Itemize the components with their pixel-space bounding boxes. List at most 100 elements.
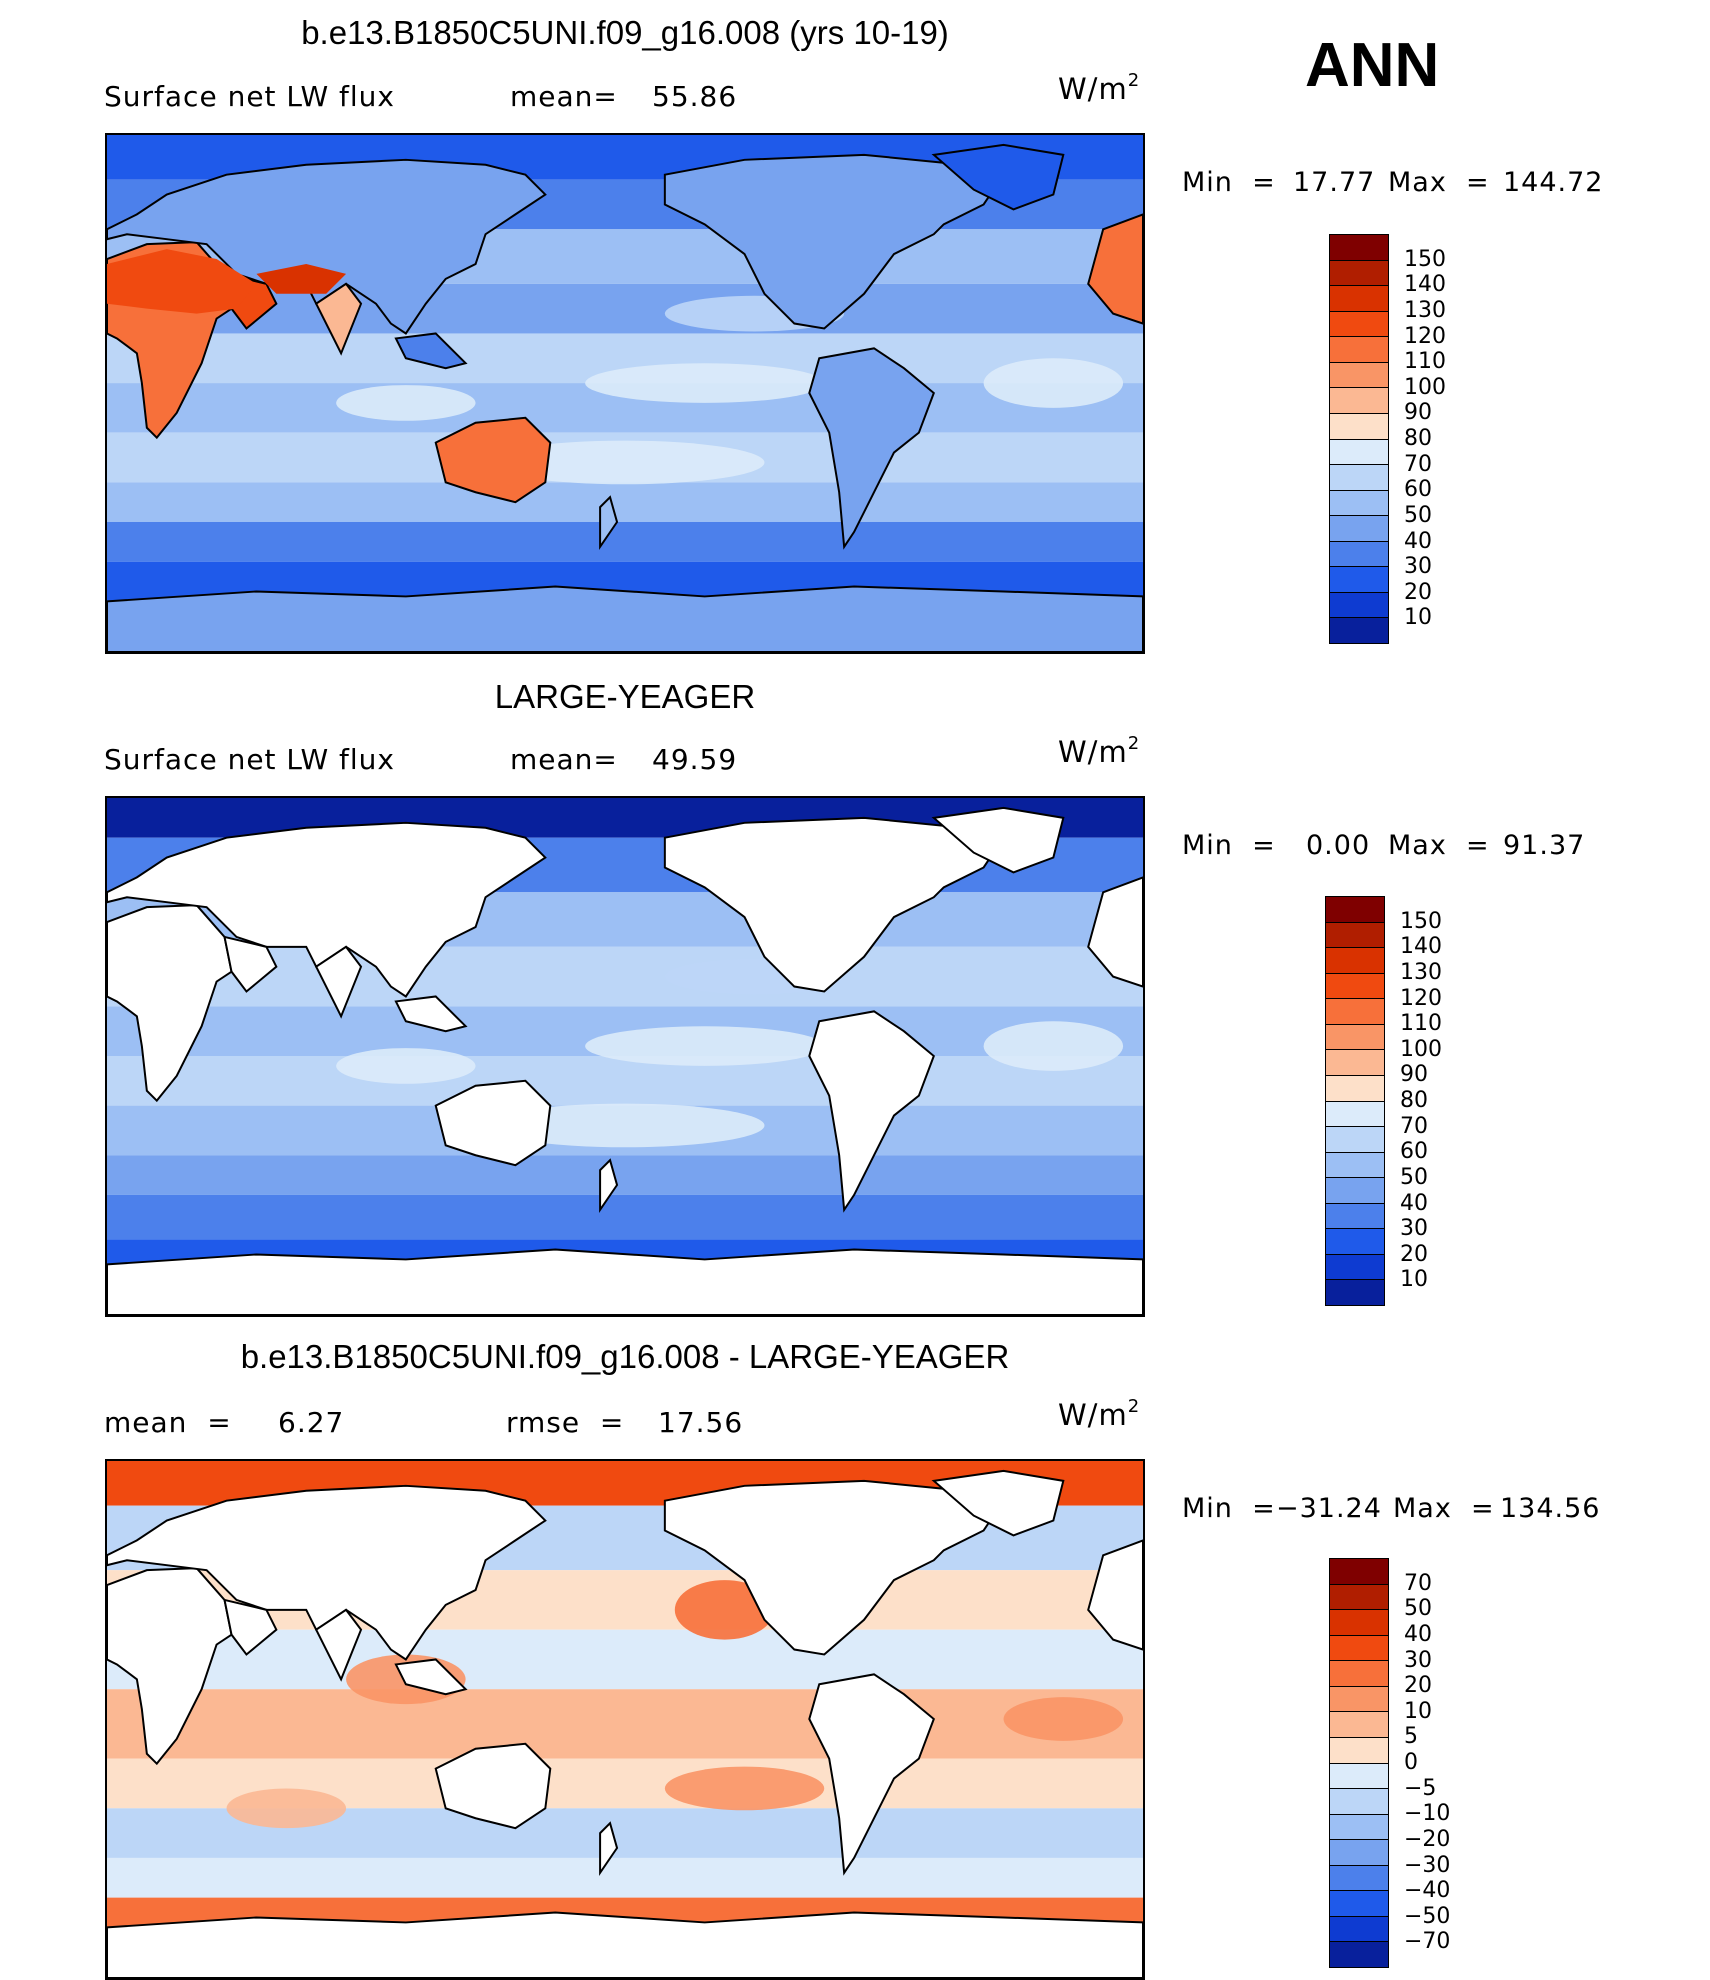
colorbar-swatch — [1330, 1736, 1388, 1763]
colorbar-swatch — [1326, 921, 1384, 948]
landmass-australia — [434, 1079, 552, 1167]
panel-2-mean-label: mean= — [510, 743, 618, 776]
colorbar-tick-label: 70 — [1404, 451, 1432, 477]
colorbar-swatch — [1330, 1915, 1388, 1942]
colorbar-swatch — [1330, 617, 1388, 643]
colorbar-swatch — [1326, 972, 1384, 999]
landmass-greenland — [931, 143, 1065, 211]
landmass-namerica — [663, 1479, 1006, 1656]
colorbar-tick-label: −70 — [1404, 1929, 1451, 1955]
map-band — [107, 1689, 1143, 1759]
colorbar-tick-label: −5 — [1404, 1775, 1437, 1801]
panel-3-rmse-label: rmse = — [506, 1406, 625, 1439]
landmass-europe_e — [1087, 213, 1143, 325]
landmass-africa — [107, 904, 233, 1103]
landmass-samerica — [808, 1010, 935, 1213]
panel-3-min-value: −31.24 — [1276, 1493, 1382, 1524]
colorbar-tick-label: 70 — [1404, 1570, 1432, 1596]
colorbar-swatch — [1330, 438, 1388, 465]
colorbar-swatch — [1330, 361, 1388, 388]
panel-3-mean-value: 6.27 — [278, 1406, 345, 1439]
panel-3-colorbar — [1329, 1558, 1389, 1968]
colorbar-tick-label: 110 — [1400, 1011, 1442, 1037]
season-label: ANN — [1305, 31, 1440, 100]
map-band — [107, 946, 1143, 1007]
colorbar-swatch — [1330, 285, 1388, 311]
colorbar-swatch — [1330, 566, 1388, 592]
colorbar-swatch — [1330, 1634, 1388, 1661]
colorbar-swatch — [1330, 464, 1388, 490]
landmass-samerica — [808, 1673, 935, 1876]
colorbar-swatch — [1326, 897, 1384, 922]
colorbar-tick-label: 150 — [1400, 908, 1442, 934]
colorbar-swatch — [1326, 1202, 1384, 1229]
colorbar-tick-label: 120 — [1400, 985, 1442, 1011]
colorbar-tick-label: 10 — [1404, 605, 1432, 631]
colorbar-swatch — [1326, 1074, 1384, 1101]
panel-3-rmse-value: 17.56 — [658, 1406, 744, 1439]
colorbar-swatch — [1330, 1583, 1388, 1610]
map-band — [107, 1629, 1143, 1690]
colorbar-tick-label: 130 — [1404, 297, 1446, 323]
colorbar-tick-label: 140 — [1400, 934, 1442, 960]
colorbar-tick-label: 60 — [1404, 477, 1432, 503]
map-contour-region — [1003, 1697, 1124, 1741]
landmass-india — [314, 945, 363, 1019]
map-canvas — [107, 798, 1143, 1315]
panel-2-min-value: 0.00 — [1306, 830, 1371, 861]
colorbar-tick-label: 120 — [1404, 323, 1446, 349]
map-contour-region — [336, 385, 476, 421]
map-band — [107, 482, 1143, 523]
landmass-seasia — [394, 332, 468, 370]
landmass-arabia — [223, 1598, 278, 1656]
map-contour-region — [983, 358, 1124, 408]
colorbar-swatch — [1330, 1609, 1388, 1635]
colorbar-tick-label: −30 — [1404, 1852, 1451, 1878]
colorbar-tick-label: 100 — [1404, 374, 1446, 400]
colorbar-tick-label: 50 — [1404, 502, 1432, 528]
colorbar-swatch — [1326, 1177, 1384, 1203]
colorbar-swatch — [1330, 1864, 1388, 1891]
colorbar-tick-label: 40 — [1404, 1621, 1432, 1647]
panel-1-min-label: Min = — [1182, 167, 1276, 198]
colorbar-swatch — [1330, 387, 1388, 413]
map-band — [107, 1857, 1143, 1898]
landmass-nz — [599, 1158, 619, 1214]
map-contour-region — [485, 1103, 765, 1148]
landmass-antarctica — [107, 1911, 1143, 1978]
colorbar-tick-label: 10 — [1400, 1267, 1428, 1293]
colorbar-tick-label: 30 — [1404, 554, 1432, 580]
panel-1-mean-label: mean= — [510, 80, 618, 113]
colorbar-tick-label: 150 — [1404, 246, 1446, 272]
colorbar-tick-label: 50 — [1404, 1596, 1432, 1622]
colorbar-tick-label: −10 — [1404, 1801, 1451, 1827]
panel-2-max-value: 91.37 — [1503, 830, 1586, 861]
colorbar-tick-label: 30 — [1400, 1216, 1428, 1242]
map-band — [107, 1194, 1143, 1240]
panel-2-map — [105, 796, 1145, 1317]
colorbar-tick-label: 0 — [1404, 1750, 1418, 1775]
panel-3-max-value: 134.56 — [1500, 1493, 1601, 1524]
landmass-namerica — [663, 153, 1006, 330]
panel-1-mean-value: 55.86 — [652, 80, 738, 113]
landmass-seasia — [394, 1658, 468, 1696]
landmass-namerica — [663, 816, 1006, 993]
map-contour-region — [107, 249, 257, 314]
map-band — [107, 1155, 1143, 1195]
colorbar-swatch — [1330, 540, 1388, 567]
map-band — [107, 1056, 1143, 1106]
landmass-arabia — [223, 935, 278, 993]
panel-2-mean-value: 49.59 — [652, 743, 738, 776]
landmass-africa — [107, 1567, 233, 1766]
map-contour-region — [585, 363, 825, 403]
colorbar-tick-label: 90 — [1400, 1062, 1428, 1088]
colorbar-tick-label: 20 — [1404, 1673, 1432, 1699]
landmass-india — [314, 282, 363, 356]
panel-1-title: b.e13.B1850C5UNI.f09_g16.008 (yrs 10-19) — [301, 14, 949, 51]
colorbar-tick-label: 10 — [1404, 1698, 1432, 1724]
colorbar-tick-label: 40 — [1400, 1190, 1428, 1216]
colorbar-swatch — [1330, 489, 1388, 516]
landmass-nz — [599, 1821, 619, 1877]
panel-3-max-label: Max = — [1393, 1493, 1495, 1524]
colorbar-swatch — [1330, 412, 1388, 439]
